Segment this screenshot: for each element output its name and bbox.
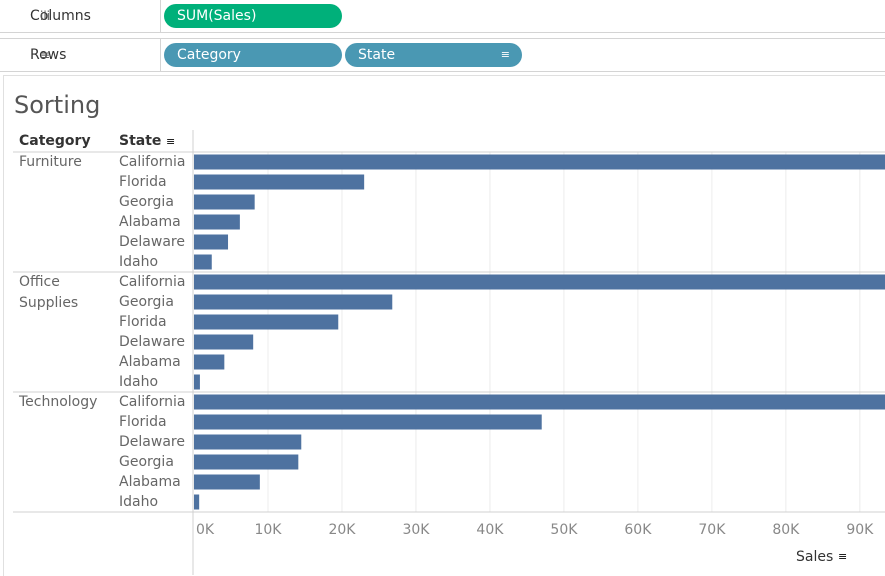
rows-icon: ≡ bbox=[40, 48, 51, 62]
state-label: California bbox=[119, 394, 185, 410]
rows-label: ≡ Rows bbox=[0, 39, 161, 71]
pill-text: State bbox=[358, 47, 396, 63]
state-label: Florida bbox=[119, 414, 167, 430]
state-label: Georgia bbox=[119, 294, 174, 310]
label: Columns bbox=[30, 8, 91, 24]
bar bbox=[194, 314, 339, 330]
category-label: Furniture bbox=[19, 154, 82, 170]
state-label: Alabama bbox=[119, 474, 181, 490]
header: Category bbox=[19, 133, 91, 149]
state-label: Georgia bbox=[119, 194, 174, 210]
sort-icon: ≡ bbox=[500, 48, 510, 61]
state-label: Idaho bbox=[119, 374, 158, 390]
state-label: Delaware bbox=[119, 234, 185, 250]
columns-shelf: iii Columns SUM(Sales) bbox=[0, 0, 885, 33]
x-tick-label: 0K bbox=[196, 522, 215, 538]
bar bbox=[194, 294, 393, 310]
chart-panel bbox=[3, 75, 885, 576]
state-label: Idaho bbox=[119, 494, 158, 510]
bar bbox=[194, 254, 212, 270]
bar bbox=[194, 214, 240, 230]
state-label: Idaho bbox=[119, 254, 158, 270]
state-label: California bbox=[119, 274, 185, 290]
x-tick-label: 20K bbox=[328, 522, 356, 538]
bar bbox=[194, 234, 229, 250]
bar bbox=[194, 194, 255, 210]
columns-label: iii Columns bbox=[0, 0, 161, 32]
pill[interactable]: State ≡ bbox=[345, 43, 522, 67]
bar bbox=[194, 434, 302, 450]
bar bbox=[194, 354, 225, 370]
columns-icon: iii bbox=[40, 9, 51, 23]
bar bbox=[194, 334, 254, 350]
bar bbox=[194, 274, 885, 290]
bar bbox=[194, 394, 885, 410]
x-tick-label: 70K bbox=[698, 522, 726, 538]
x-tick-label: 10K bbox=[254, 522, 282, 538]
x-tick-label: 30K bbox=[402, 522, 430, 538]
label: Rows bbox=[30, 47, 67, 63]
state-label: Georgia bbox=[119, 454, 174, 470]
bar bbox=[194, 154, 885, 170]
state-label: Alabama bbox=[119, 354, 181, 370]
axis-title: Sales bbox=[796, 549, 833, 565]
bar bbox=[194, 174, 365, 190]
state-label: Florida bbox=[119, 314, 167, 330]
state-label: California bbox=[119, 154, 185, 170]
x-tick-label: 90K bbox=[846, 522, 874, 538]
bar bbox=[194, 414, 542, 430]
category-label: Office Supplies bbox=[19, 274, 79, 311]
x-tick-label: 50K bbox=[550, 522, 578, 538]
x-tick-label: 60K bbox=[624, 522, 652, 538]
bar bbox=[194, 494, 200, 510]
x-tick-label: 40K bbox=[476, 522, 504, 538]
rows-shelf: ≡ Rows Category State ≡ bbox=[0, 38, 885, 72]
pill[interactable]: SUM(Sales) bbox=[164, 4, 342, 28]
bar bbox=[194, 374, 200, 390]
state-label: Alabama bbox=[119, 214, 181, 230]
bar bbox=[194, 454, 299, 470]
bars bbox=[194, 154, 885, 510]
state-label: Florida bbox=[119, 174, 167, 190]
state-label: Delaware bbox=[119, 334, 185, 350]
sort-icon: ≡ bbox=[838, 550, 847, 563]
bar bbox=[194, 474, 260, 490]
chart-title: Sorting bbox=[14, 91, 100, 119]
category-label: Technology bbox=[19, 394, 98, 410]
header: State bbox=[119, 133, 161, 149]
sort-icon: ≡ bbox=[166, 135, 175, 148]
pill[interactable]: Category bbox=[164, 43, 342, 67]
state-label: Delaware bbox=[119, 434, 185, 450]
x-tick-label: 80K bbox=[772, 522, 800, 538]
